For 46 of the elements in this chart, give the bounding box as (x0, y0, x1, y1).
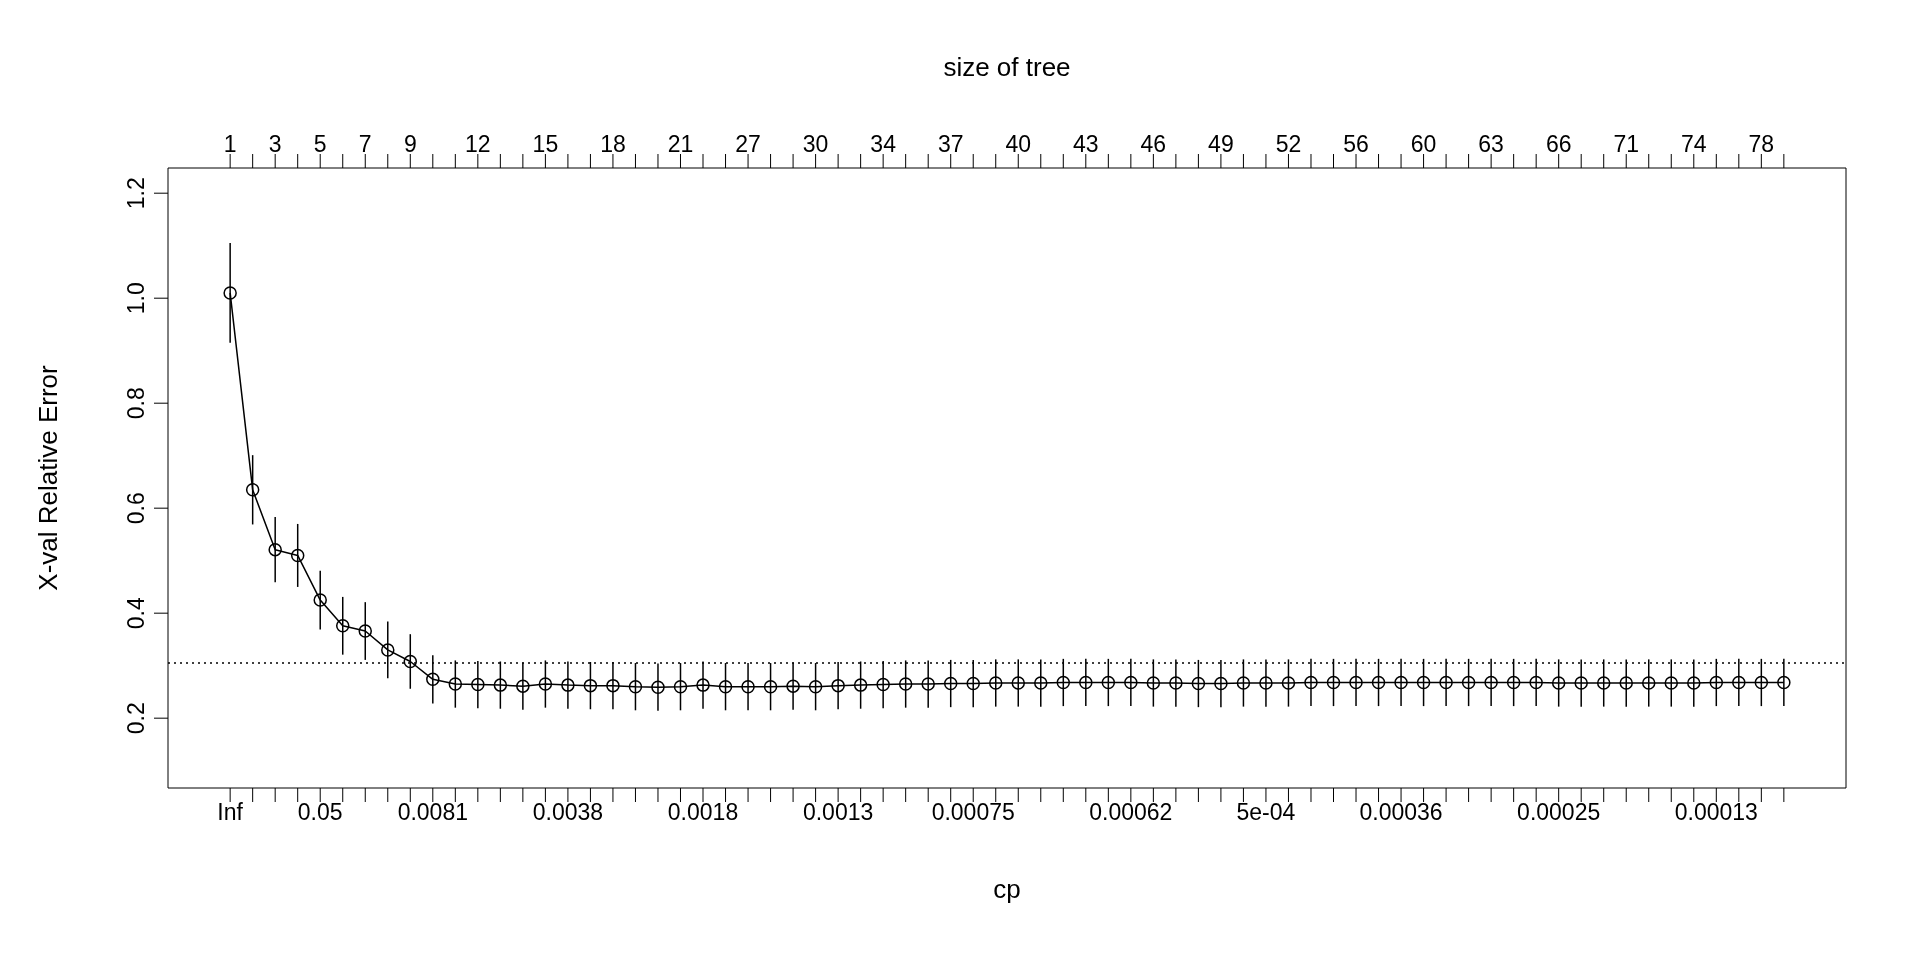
x-tick-label: 0.0038 (532, 799, 604, 826)
x2-axis-title: size of tree (943, 52, 1071, 83)
x-tick-label: 0.00013 (1674, 799, 1758, 826)
text: 52 (1275, 131, 1302, 157)
text: 34 (870, 131, 897, 157)
y-tick-label: 1.0 (123, 282, 149, 315)
text: 12 (465, 131, 491, 157)
text: 56 (1343, 131, 1369, 157)
text: 37 (937, 131, 964, 157)
x-tick-label: 0.0013 (802, 799, 874, 826)
x-tick-label: 0.0081 (397, 799, 468, 826)
text: 21 (667, 131, 694, 157)
text: 3 (268, 131, 282, 157)
y-axis-title: X-val Relative Error (33, 364, 64, 591)
x-tick-label: 5e-04 (1236, 799, 1296, 826)
text: 30 (802, 131, 829, 157)
y-tick-label: 1.2 (123, 177, 149, 210)
y-tick-label: 0.8 (123, 387, 149, 420)
x-tick-label: 0.00025 (1517, 799, 1601, 826)
x-tick-label: 0.0018 (667, 799, 739, 826)
text: 78 (1748, 131, 1775, 157)
text: 49 (1208, 131, 1234, 157)
text: 71 (1613, 131, 1640, 157)
y-tick-label: 0.4 (123, 596, 149, 630)
y-tick-label: 0.6 (123, 492, 149, 525)
text: 1 (223, 131, 237, 157)
text: 60 (1410, 131, 1437, 157)
text: 46 (1140, 131, 1167, 157)
x-axis-title: cp (993, 874, 1021, 904)
x-tick-label: 0.05 (297, 799, 343, 826)
x-tick-label: 0.00062 (1089, 799, 1173, 826)
text: 9 (403, 131, 417, 157)
text: 40 (1005, 131, 1032, 157)
text: 74 (1680, 131, 1707, 157)
text: 63 (1478, 131, 1504, 157)
x-tick-label: 0.00075 (931, 799, 1015, 826)
text: 27 (735, 131, 761, 157)
text: 15 (532, 131, 559, 157)
text: 7 (358, 131, 372, 157)
text: 66 (1545, 131, 1572, 157)
x-tick-label: Inf (217, 799, 244, 826)
text: 18 (600, 131, 626, 157)
text: 43 (1073, 131, 1099, 157)
text: 5 (313, 131, 327, 157)
x-tick-label: 0.00036 (1359, 799, 1443, 826)
y-tick-label: 0.2 (123, 702, 149, 735)
